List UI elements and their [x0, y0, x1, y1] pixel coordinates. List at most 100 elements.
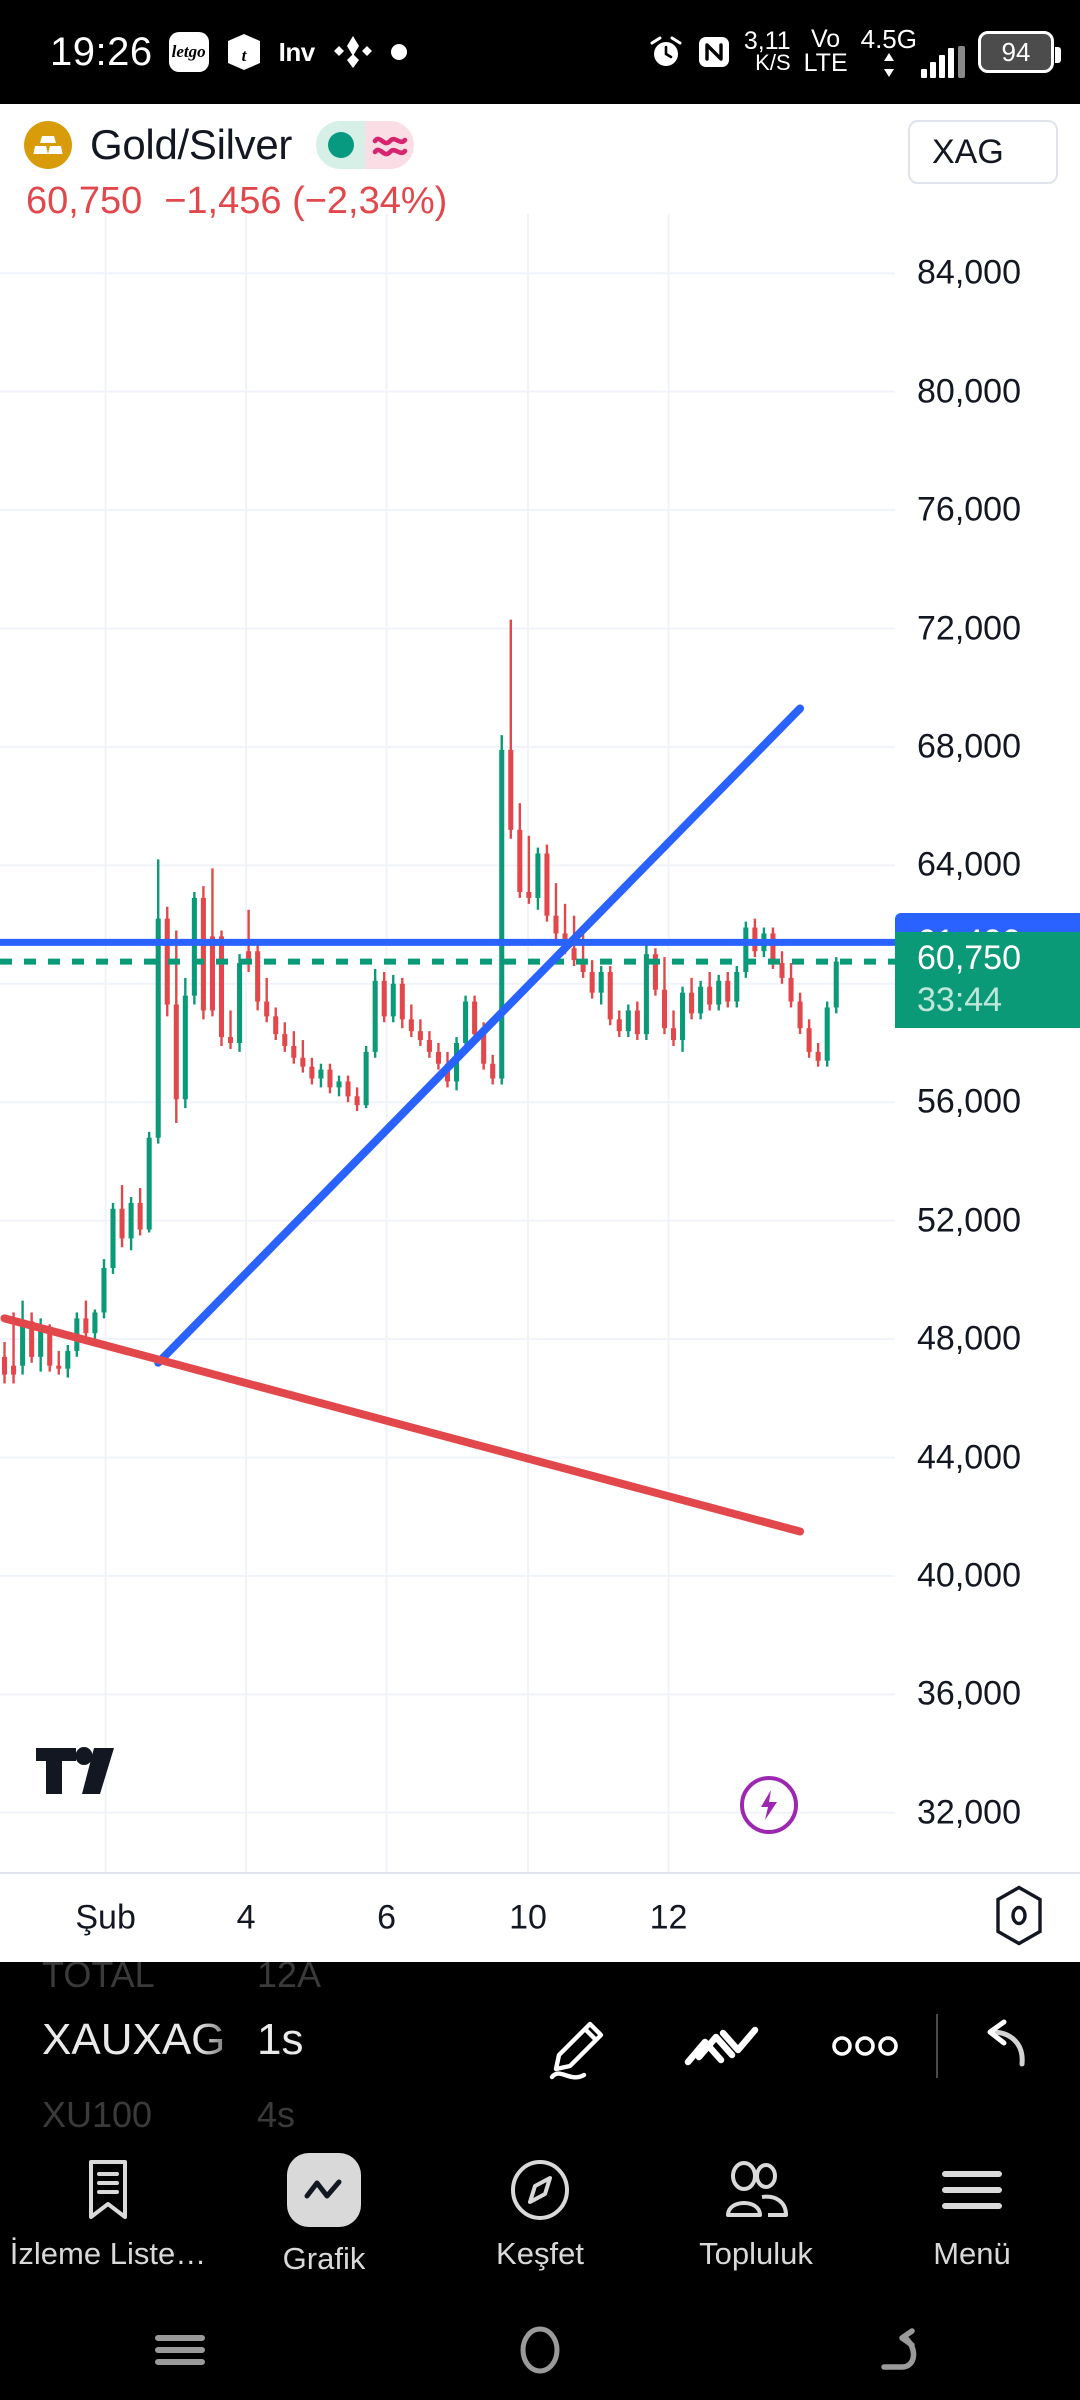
- candlestick-plot[interactable]: [0, 214, 895, 1872]
- symbol-row[interactable]: Gold/Silver: [24, 121, 415, 169]
- candle-body: [191, 897, 197, 996]
- candle-body: [119, 1208, 125, 1239]
- home-icon[interactable]: [360, 2324, 720, 2376]
- data-arrows-icon: [881, 52, 897, 78]
- candle-body: [725, 980, 731, 1002]
- delayed-data-icon: [365, 121, 415, 169]
- candle-body: [806, 1028, 812, 1052]
- candle-body: [282, 1034, 288, 1046]
- back-icon[interactable]: [720, 2325, 1080, 2375]
- candle-body: [29, 1321, 35, 1357]
- nav-label-watchlist: İzleme Liste…: [9, 2236, 207, 2271]
- candle-body: [209, 936, 215, 1011]
- candle-body: [824, 1007, 830, 1061]
- candle-body: [227, 1037, 234, 1043]
- sim2-signal-icon: [958, 46, 965, 78]
- watchlist-toolbar[interactable]: TOTAL 12A XAUXAG 1s XU100 4s: [0, 1962, 1080, 2130]
- undo-button[interactable]: [938, 1962, 1080, 2130]
- watchlist-row-above[interactable]: TOTAL 12A: [42, 1962, 321, 1996]
- watchlist-value-active: 1s: [257, 2015, 304, 2064]
- candle-body: [83, 1318, 89, 1334]
- compass-icon: [509, 2158, 571, 2222]
- time-axis[interactable]: Şub 4 6 10 12: [0, 1872, 1080, 1962]
- exchange-badge[interactable]: XAG: [908, 120, 1058, 184]
- price-change-value: −1,456 (−2,34%): [164, 180, 448, 222]
- candle-body: [472, 1001, 478, 1035]
- watchlist-icon: [82, 2158, 134, 2222]
- price-axis-label: 52,000: [917, 1201, 1021, 1240]
- last-price-badge[interactable]: 60,750 33:44: [895, 931, 1080, 1028]
- candle-body: [815, 1051, 821, 1061]
- candle-body: [499, 749, 505, 1079]
- nav-item-community[interactable]: Topluluk: [648, 2158, 864, 2272]
- watchlist-value: 4s: [257, 2094, 296, 2130]
- candle-body: [399, 983, 405, 1020]
- candle-body: [155, 918, 161, 1138]
- market-status-badge[interactable]: [316, 121, 415, 169]
- nav-label-chart: Grafik: [282, 2241, 366, 2276]
- android-nav-bar: [0, 2300, 1080, 2400]
- battery-indicator: 94: [978, 31, 1061, 73]
- candle-body: [327, 1069, 333, 1088]
- candle-body: [797, 1001, 803, 1029]
- candle-body: [300, 1057, 306, 1067]
- price-axis-label: 40,000: [917, 1556, 1021, 1595]
- nav-item-watchlist[interactable]: İzleme Liste…: [0, 2158, 216, 2272]
- candle-body: [11, 1365, 17, 1375]
- nav-label-explore: Keşfet: [496, 2236, 584, 2271]
- candle-body: [92, 1312, 98, 1334]
- candle-body: [661, 989, 668, 1029]
- recents-icon[interactable]: [0, 2330, 360, 2370]
- indicators-button[interactable]: [652, 1962, 794, 2130]
- candle-body: [1, 1356, 8, 1375]
- battery-percent: 94: [1001, 36, 1031, 67]
- candle-body: [65, 1350, 71, 1369]
- candle-body: [625, 1010, 631, 1032]
- candle-body: [318, 1069, 324, 1079]
- cube-t-icon: t: [225, 32, 263, 72]
- candle-body: [463, 1001, 469, 1043]
- time-axis-label: 10: [509, 1898, 547, 1937]
- network-speed-value: 3,11: [743, 26, 791, 55]
- time-axis-label: 6: [377, 1898, 397, 1937]
- watchlist-value: 12A: [257, 1962, 322, 1995]
- draw-tool-button[interactable]: [510, 1962, 652, 2130]
- candle-body: [716, 980, 722, 1005]
- candle-body: [707, 986, 713, 1005]
- lightning-bolt-icon[interactable]: [740, 1776, 798, 1834]
- chart-svg[interactable]: [0, 214, 895, 1872]
- candle-body: [680, 992, 686, 1041]
- candle-body: [137, 1202, 143, 1230]
- last-price-value: 60,750: [26, 180, 143, 222]
- candle-body: [20, 1321, 26, 1366]
- price-axis-label: 56,000: [917, 1082, 1021, 1121]
- chart-line-icon: [287, 2153, 361, 2227]
- candle-body: [408, 1019, 414, 1032]
- price-axis-label: 32,000: [917, 1793, 1021, 1832]
- network-generation-label: 4.5G: [860, 24, 917, 54]
- more-options-button[interactable]: [794, 1962, 936, 2130]
- candle-body: [698, 986, 704, 1014]
- candle-body: [246, 951, 252, 964]
- watchlist-row-active[interactable]: XAUXAG 1s: [42, 2015, 303, 2065]
- candle-body: [363, 1051, 369, 1106]
- candle-body: [164, 918, 170, 1005]
- nav-item-menu[interactable]: Menü: [864, 2158, 1080, 2272]
- candle-body: [38, 1327, 44, 1357]
- candle-body: [481, 1034, 487, 1064]
- chart-settings-icon[interactable]: [992, 1885, 1046, 1952]
- candle-body: [354, 1096, 360, 1106]
- nav-item-explore[interactable]: Keşfet: [432, 2158, 648, 2272]
- watchlist-symbol-active: XAUXAG: [42, 2015, 226, 2064]
- candle-body: [345, 1081, 351, 1097]
- network-speed-unit: K/S: [755, 50, 791, 76]
- price-axis[interactable]: 84,000 80,000 76,000 72,000 68,000 64,000 56,0…: [895, 214, 1080, 1872]
- price-axis-label: 44,000: [917, 1438, 1021, 1476]
- candle-body: [634, 1010, 640, 1035]
- watchlist-row-below[interactable]: XU100 4s: [42, 2094, 295, 2130]
- nav-item-chart[interactable]: Grafik: [216, 2153, 432, 2277]
- dot-icon: [390, 44, 407, 60]
- price-axis-label: 64,000: [917, 845, 1021, 884]
- chart-area[interactable]: Gold/Silver 60,750 −1,456 (−2,34%) XAG: [0, 104, 1080, 1962]
